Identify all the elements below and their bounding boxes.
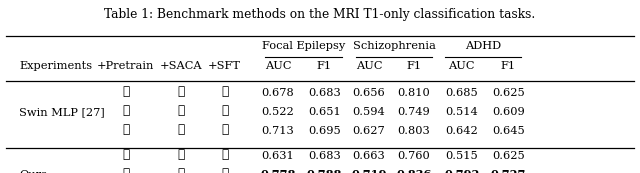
Text: ✓: ✓ bbox=[221, 123, 228, 136]
Text: 0.663: 0.663 bbox=[353, 151, 385, 161]
Text: Focal Epilepsy: Focal Epilepsy bbox=[262, 40, 346, 51]
Text: ✓: ✓ bbox=[122, 123, 129, 136]
Text: 0.803: 0.803 bbox=[397, 126, 431, 136]
Text: 0.522: 0.522 bbox=[262, 107, 294, 117]
Text: ✗: ✗ bbox=[177, 85, 184, 98]
Text: ✗: ✗ bbox=[221, 148, 228, 161]
Text: 0.719: 0.719 bbox=[351, 169, 387, 173]
Text: ✓: ✓ bbox=[122, 167, 129, 173]
Text: +SACA: +SACA bbox=[159, 61, 202, 71]
Text: 0.760: 0.760 bbox=[397, 151, 431, 161]
Text: 0.642: 0.642 bbox=[445, 126, 478, 136]
Text: 0.651: 0.651 bbox=[308, 107, 340, 117]
Text: +Pretrain: +Pretrain bbox=[97, 61, 154, 71]
Text: 0.749: 0.749 bbox=[397, 107, 431, 117]
Text: 0.727: 0.727 bbox=[490, 169, 526, 173]
Text: ✓: ✓ bbox=[177, 167, 184, 173]
Text: 0.515: 0.515 bbox=[445, 151, 478, 161]
Text: 0.792: 0.792 bbox=[444, 169, 479, 173]
Text: ✓: ✓ bbox=[122, 148, 129, 161]
Text: ✓: ✓ bbox=[122, 104, 129, 117]
Text: 0.778: 0.778 bbox=[260, 169, 296, 173]
Text: ADHD: ADHD bbox=[465, 40, 501, 51]
Text: 0.514: 0.514 bbox=[445, 107, 478, 117]
Text: F1: F1 bbox=[406, 61, 422, 71]
Text: ✗: ✗ bbox=[177, 123, 184, 136]
Text: Experiments: Experiments bbox=[19, 61, 92, 71]
Text: 0.695: 0.695 bbox=[308, 126, 340, 136]
Text: 0.645: 0.645 bbox=[492, 126, 525, 136]
Text: 0.685: 0.685 bbox=[445, 88, 478, 98]
Text: 0.683: 0.683 bbox=[308, 151, 340, 161]
Text: Ours: Ours bbox=[19, 170, 47, 173]
Text: 0.625: 0.625 bbox=[492, 151, 525, 161]
Text: 0.625: 0.625 bbox=[492, 88, 525, 98]
Text: ✓: ✓ bbox=[221, 85, 228, 98]
Text: ✗: ✗ bbox=[177, 104, 184, 117]
Text: 0.594: 0.594 bbox=[353, 107, 385, 117]
Text: 0.656: 0.656 bbox=[353, 88, 385, 98]
Text: AUC: AUC bbox=[449, 61, 475, 71]
Text: AUC: AUC bbox=[356, 61, 382, 71]
Text: 0.609: 0.609 bbox=[492, 107, 525, 117]
Text: 0.631: 0.631 bbox=[262, 151, 294, 161]
Text: Schizophrenia: Schizophrenia bbox=[353, 40, 435, 51]
Text: ✗: ✗ bbox=[221, 104, 228, 117]
Text: 0.713: 0.713 bbox=[262, 126, 294, 136]
Text: ✗: ✗ bbox=[122, 85, 129, 98]
Text: 0.627: 0.627 bbox=[353, 126, 385, 136]
Text: F1: F1 bbox=[317, 61, 332, 71]
Text: Table 1: Benchmark methods on the MRI T1-only classification tasks.: Table 1: Benchmark methods on the MRI T1… bbox=[104, 8, 536, 21]
Text: Swin MLP [27]: Swin MLP [27] bbox=[19, 107, 105, 117]
Text: 0.810: 0.810 bbox=[397, 88, 431, 98]
Text: 0.683: 0.683 bbox=[308, 88, 340, 98]
Text: +SFT: +SFT bbox=[208, 61, 241, 71]
Text: 0.836: 0.836 bbox=[396, 169, 432, 173]
Text: F1: F1 bbox=[500, 61, 516, 71]
Text: AUC: AUC bbox=[265, 61, 291, 71]
Text: ✓: ✓ bbox=[221, 167, 228, 173]
Text: 0.678: 0.678 bbox=[262, 88, 294, 98]
Text: ✓: ✓ bbox=[177, 148, 184, 161]
Text: 0.788: 0.788 bbox=[307, 169, 342, 173]
